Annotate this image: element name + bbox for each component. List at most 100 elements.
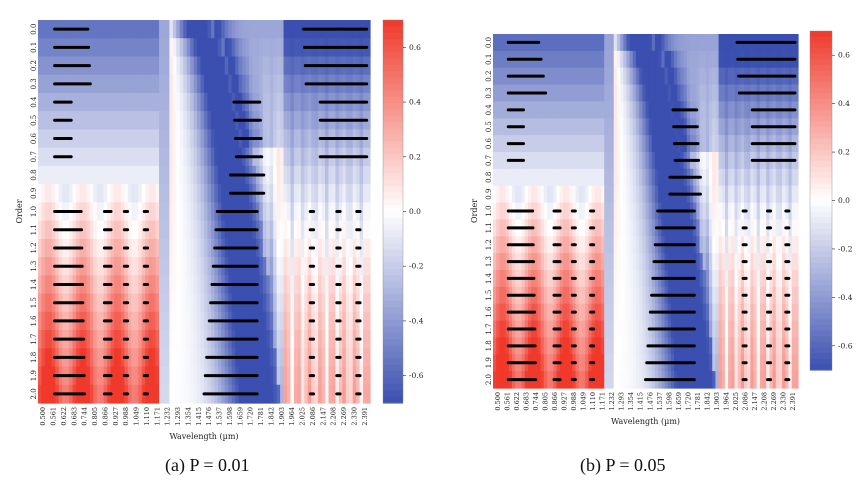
heatmap-cell (273, 92, 278, 112)
heatmap-cell (693, 67, 697, 86)
x-tick-label: 1.415 (637, 392, 645, 411)
heatmap-cell (283, 74, 288, 94)
colorbar-segment (810, 358, 832, 365)
heatmap-cell (121, 74, 126, 94)
heatmap-cell (639, 371, 643, 389)
heatmap-cell (499, 185, 504, 204)
heatmap-cell (496, 202, 500, 221)
heatmap-cell (186, 184, 191, 203)
heatmap-cell (651, 202, 656, 221)
heatmap-cell (613, 236, 618, 254)
heatmap-cell (314, 311, 319, 331)
heatmap-cell (328, 275, 333, 295)
heatmap-cell (107, 74, 112, 94)
heatmap-cell (740, 118, 745, 136)
heatmap-cell (645, 202, 650, 221)
heatmap-cell (300, 220, 305, 240)
heatmap-cell (747, 135, 751, 153)
heatmap-cell (575, 219, 580, 237)
heatmap-cell (658, 84, 662, 103)
heatmap-cell (287, 275, 292, 295)
heatmap-cell (100, 257, 105, 276)
heatmap-cell (718, 67, 723, 86)
heatmap-cell (96, 184, 101, 203)
heatmap-cell (616, 270, 621, 288)
heatmap-cell (242, 38, 247, 58)
heatmap-cell (204, 184, 209, 203)
heatmap-cell (680, 84, 685, 103)
heatmap-cell (131, 129, 136, 149)
heatmap-cell (100, 330, 105, 349)
heatmap-cell (262, 384, 267, 404)
heatmap-cell (623, 219, 628, 237)
heatmap-cell (747, 236, 751, 254)
heatmap-cell (559, 84, 564, 103)
heatmap-cell (176, 111, 181, 131)
heatmap-cell (623, 50, 628, 69)
y-tick-label: 1.6 (30, 315, 38, 327)
heatmap-cell (645, 270, 650, 288)
heatmap-cell (287, 220, 292, 240)
heatmap-cell (176, 165, 181, 185)
y-tick-label: 1.1 (30, 224, 38, 235)
heatmap-cell (715, 270, 720, 288)
heatmap-cell (512, 185, 516, 204)
heatmap-cell (721, 101, 726, 119)
heatmap-cell (747, 253, 751, 271)
heatmap-cell (93, 56, 98, 76)
heatmap-cell (604, 236, 608, 254)
heatmap-cell (664, 168, 669, 187)
heatmap-cell (578, 253, 583, 271)
colorbar-segment (810, 183, 832, 190)
heatmap-cell (110, 92, 115, 112)
heatmap-cell (141, 184, 146, 203)
heatmap-cell (65, 165, 70, 185)
heatmap-cell (718, 337, 723, 355)
heatmap-cell (148, 129, 153, 149)
heatmap-cell (44, 184, 49, 203)
heatmap-cell (648, 152, 653, 170)
heatmap-cell (100, 92, 105, 112)
heatmap-cell (287, 384, 292, 404)
heatmap-cell (255, 74, 260, 94)
colorbar-segment (810, 200, 832, 207)
heatmap-cell (778, 253, 783, 271)
heatmap-cell (321, 330, 326, 349)
heatmap-cell (550, 303, 554, 322)
heatmap-cell (524, 101, 529, 119)
heatmap-cell (759, 286, 764, 305)
heatmap-cell (699, 303, 704, 322)
heatmap-cell (159, 202, 164, 222)
heatmap-cell (72, 111, 77, 131)
heatmap-cell (131, 238, 136, 258)
colorbar-segment (383, 300, 403, 308)
heatmap-cell (604, 50, 608, 69)
heatmap-cell (176, 220, 181, 240)
heatmap-cell (162, 184, 167, 203)
heatmap-cell (293, 366, 298, 386)
heatmap-cell (578, 354, 583, 372)
heatmap-cell (176, 366, 181, 386)
heatmap-cell (38, 311, 43, 331)
heatmap-cell (262, 257, 267, 276)
heatmap-cell (165, 74, 171, 94)
heatmap-cell (148, 257, 153, 276)
x-tick-label: 2.208 (330, 407, 338, 426)
heatmap-cell (613, 202, 618, 221)
heatmap-cell (753, 303, 758, 322)
heatmap-cell (496, 354, 500, 372)
heatmap-cell (578, 303, 583, 322)
y-tick-label: 1.4 (30, 278, 38, 290)
heatmap-cell (505, 185, 510, 204)
heatmap-cell (737, 135, 742, 153)
heatmap-cell (588, 118, 593, 136)
y-tick-label: 0.3 (30, 78, 38, 89)
heatmap-cell (290, 56, 295, 76)
heatmap-cell (186, 384, 191, 404)
heatmap-cell (626, 236, 631, 254)
heatmap-cell (176, 74, 181, 94)
heatmap-cell (709, 101, 713, 119)
heatmap-cell (96, 147, 101, 167)
heatmap-cell (217, 111, 222, 131)
colorbar-segment (810, 70, 832, 77)
